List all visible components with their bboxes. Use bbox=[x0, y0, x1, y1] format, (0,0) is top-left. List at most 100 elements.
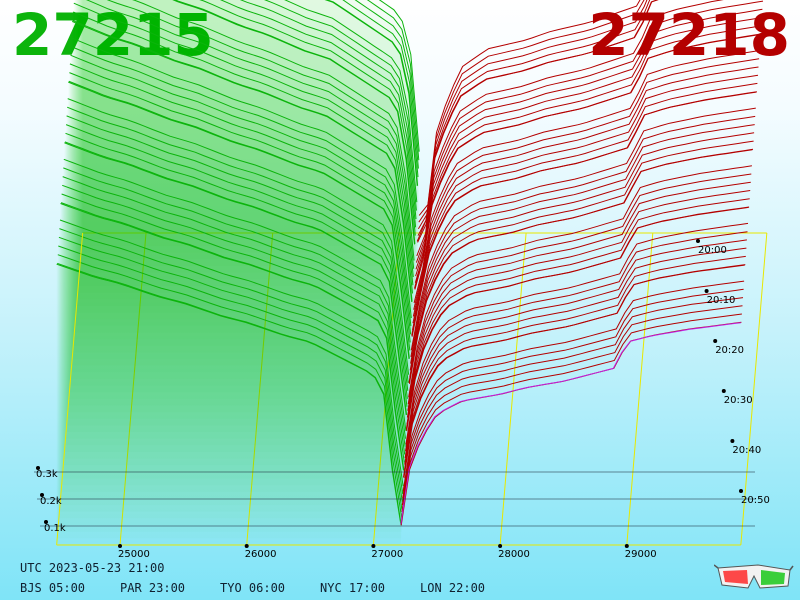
bid-trace bbox=[56, 263, 402, 525]
time-tick-label: 20:00 bbox=[698, 245, 727, 256]
ask-trace bbox=[405, 231, 748, 452]
time-tick-label: 20:30 bbox=[724, 395, 753, 406]
ask-trace bbox=[402, 288, 744, 499]
time-tick-label: 20:40 bbox=[732, 445, 761, 456]
ask-trace bbox=[417, 0, 648, 230]
ask-trace bbox=[401, 305, 743, 512]
bid-trace bbox=[342, 0, 419, 178]
ask-trace bbox=[412, 82, 758, 331]
3d-glasses-icon[interactable] bbox=[714, 562, 794, 592]
ask-trace bbox=[402, 280, 745, 492]
bid-trace bbox=[324, 0, 418, 187]
price-tick-dot bbox=[118, 544, 122, 548]
chart-axis-labels: 25000 26000 27000 28000 29000 0.1k 0.2k 0.3k 20:… bbox=[36, 239, 770, 560]
ask-trace bbox=[408, 165, 752, 398]
ask-trace bbox=[404, 247, 747, 465]
ask-trace bbox=[416, 0, 724, 257]
time-tick-dot bbox=[730, 439, 735, 443]
time-tick-dot bbox=[696, 239, 700, 243]
utc-time: UTC 2023-05-23 21:00 bbox=[20, 561, 165, 575]
ask-trace bbox=[400, 322, 741, 525]
ask-trace bbox=[406, 198, 750, 425]
bid-trace bbox=[57, 254, 403, 518]
ask-trace bbox=[412, 66, 759, 317]
ask-trace bbox=[415, 0, 764, 263]
ask-trace bbox=[413, 58, 760, 310]
quantity-tick-label: 0.1k bbox=[44, 523, 66, 534]
bid-trace bbox=[69, 72, 411, 351]
ask-trace bbox=[418, 0, 645, 223]
bid-trace bbox=[60, 203, 404, 471]
bid-trace bbox=[284, 0, 418, 203]
quantity-tick-dot bbox=[40, 493, 44, 497]
bid-trace bbox=[59, 219, 404, 487]
bid-trace bbox=[71, 20, 413, 303]
bid-trace bbox=[132, 0, 415, 261]
bid-trace bbox=[68, 81, 410, 359]
quantity-tick-dot bbox=[36, 466, 40, 470]
price-tick-label: 26000 bbox=[245, 549, 277, 560]
bid-trace bbox=[106, 0, 415, 269]
quantity-tick-label: 0.3k bbox=[36, 469, 58, 480]
price-tick-label: 25000 bbox=[118, 549, 150, 560]
time-tick-label: 20:20 bbox=[715, 345, 744, 356]
price-tick-label: 28000 bbox=[498, 549, 530, 560]
ask-trace bbox=[401, 313, 742, 519]
ask-trace bbox=[414, 34, 761, 289]
bid-trace bbox=[62, 176, 406, 447]
tz-paris: PAR 23:00 bbox=[120, 581, 186, 595]
ask-trace bbox=[414, 25, 762, 283]
time-tick-dot bbox=[739, 489, 743, 493]
ask-trace bbox=[406, 190, 751, 418]
ask-trace bbox=[403, 264, 746, 479]
bid-trace bbox=[264, 0, 417, 211]
bid-trace bbox=[63, 167, 406, 439]
ask-trace bbox=[415, 8, 763, 270]
bid-trace bbox=[71, 37, 412, 319]
bid-trace bbox=[172, 0, 415, 245]
depth-rail bbox=[56, 232, 84, 546]
tz-beijing: BJS 05:00 bbox=[20, 581, 86, 595]
ask-trace bbox=[416, 0, 659, 242]
tz-tokyo: TYO 06:00 bbox=[220, 581, 286, 595]
ask-trace bbox=[405, 222, 749, 445]
bid-trace bbox=[61, 193, 405, 463]
bid-trace bbox=[86, 0, 414, 278]
quantity-tick-label: 0.2k bbox=[40, 496, 62, 507]
tz-new-york: NYC 17:00 bbox=[320, 581, 386, 595]
ask-trace bbox=[409, 132, 755, 371]
time-tick-dot bbox=[721, 389, 726, 393]
ask-trace bbox=[407, 173, 752, 405]
ask-trace bbox=[404, 239, 747, 458]
bid-trace bbox=[73, 11, 413, 294]
ask-trace bbox=[415, 17, 762, 277]
bid-trace bbox=[58, 236, 403, 502]
ask-trace bbox=[403, 255, 746, 472]
bid-trace bbox=[70, 46, 412, 327]
bid-trace bbox=[354, 0, 419, 169]
bid-trace bbox=[62, 184, 406, 455]
ask-trace bbox=[408, 149, 753, 383]
quantity-tick-dot bbox=[44, 520, 48, 524]
bid-trace bbox=[65, 132, 408, 407]
ask-trace bbox=[408, 148, 754, 384]
ask-trace bbox=[401, 297, 744, 506]
tz-london: LON 22:00 bbox=[420, 581, 486, 595]
price-tick-dot bbox=[371, 544, 376, 548]
price-gridline bbox=[119, 232, 147, 546]
bid-trace bbox=[64, 142, 407, 416]
bid-trace bbox=[59, 228, 404, 494]
bid-trace bbox=[220, 0, 417, 228]
bid-trace bbox=[58, 245, 403, 510]
ask-trace bbox=[410, 124, 755, 364]
bid-trace bbox=[66, 115, 409, 391]
bid-trace bbox=[70, 54, 412, 335]
time-tick-label: 20:10 bbox=[707, 295, 736, 306]
ask-trace bbox=[400, 321, 742, 526]
price-gridline bbox=[499, 232, 527, 546]
ask-trace bbox=[409, 140, 754, 378]
ask-trace bbox=[403, 264, 745, 478]
bid-trace bbox=[63, 158, 407, 431]
price-gridline bbox=[626, 232, 654, 546]
